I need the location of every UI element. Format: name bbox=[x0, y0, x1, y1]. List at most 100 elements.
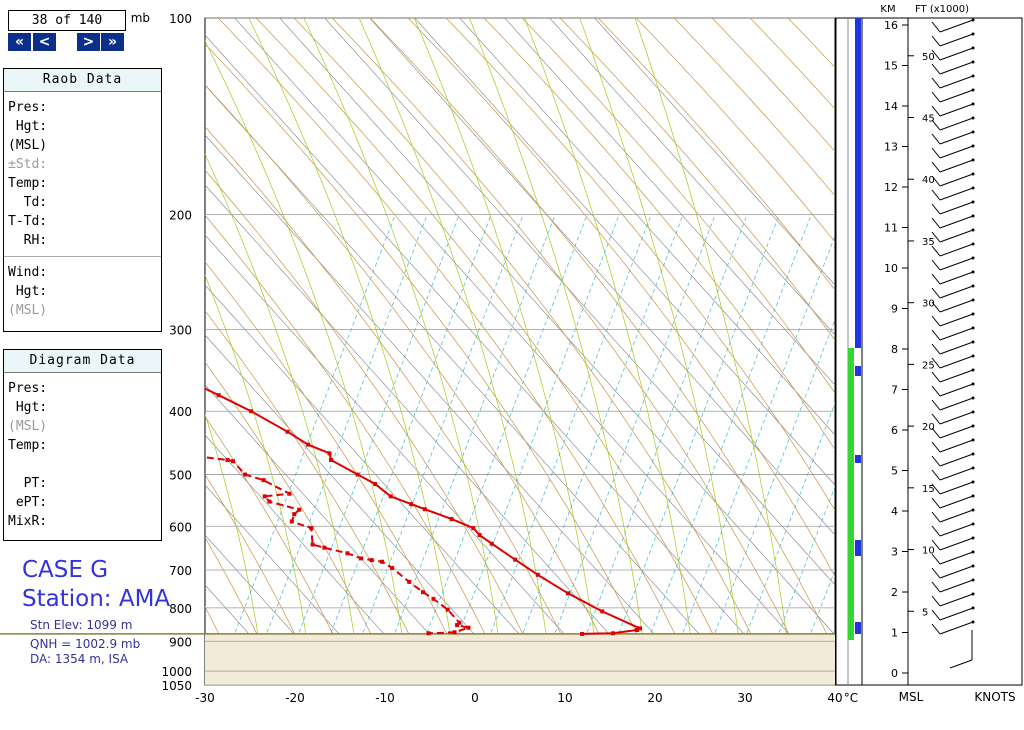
wind-barb-6 bbox=[939, 103, 974, 117]
wind-barb-17 bbox=[939, 257, 974, 271]
raob-td-label: Td: bbox=[8, 195, 48, 210]
ft-tick-15: 15 bbox=[922, 484, 935, 495]
km-tick-11: 11 bbox=[884, 222, 898, 235]
temp-tick--10: -10 bbox=[375, 691, 395, 705]
wind-barb-31 bbox=[939, 453, 974, 467]
wind-barb-2 bbox=[939, 47, 974, 61]
temperature-point-5 bbox=[31, 137, 35, 141]
temperature-point-38 bbox=[535, 572, 540, 577]
temperature-point-27 bbox=[328, 457, 333, 462]
moist-adiabat-line bbox=[303, 18, 506, 685]
wind-barb-dot-35 bbox=[971, 508, 975, 512]
wind-barb-flag-17 bbox=[931, 259, 941, 271]
wind-barb-dot-27 bbox=[971, 396, 975, 400]
dewpoint-point-31 bbox=[466, 625, 471, 630]
dewpoint-point-9 bbox=[243, 472, 248, 477]
temp-tick--30: -30 bbox=[195, 691, 215, 705]
temperature-point-32 bbox=[422, 507, 427, 512]
temperature-point-1 bbox=[0, 79, 1, 83]
temperature-point-41 bbox=[638, 626, 643, 631]
raob-rh-label: RH: bbox=[8, 233, 48, 248]
dry-adiabat-line bbox=[205, 84, 624, 685]
temperature-point-22 bbox=[216, 393, 221, 398]
wind-barb-29 bbox=[939, 425, 974, 439]
ft-axis-label: FT (x1000) bbox=[915, 4, 969, 15]
wind-barb-3 bbox=[939, 61, 974, 75]
dewpoint-point-0 bbox=[42, 344, 46, 348]
km-axis-label: KM bbox=[880, 4, 895, 15]
wind-barb-flag-14 bbox=[931, 217, 941, 229]
dry-adiabat-line bbox=[0, 0, 167, 685]
temperature-point-39 bbox=[565, 591, 570, 596]
moist-adiabat-line bbox=[413, 18, 602, 685]
wind-barb-dot-9 bbox=[971, 144, 975, 148]
wind-barb-dot-23 bbox=[971, 340, 975, 344]
pressure-tick-1000: 1000 bbox=[161, 665, 192, 679]
first-sounding-button[interactable]: « bbox=[8, 33, 31, 51]
wind-barb-panel: KM FT (x1000)MSL KNOTS01234567891011121314… bbox=[861, 4, 1023, 704]
temperature-point-16 bbox=[8, 276, 12, 280]
temperature-point-37 bbox=[513, 557, 518, 562]
wind-barb-flag-9 bbox=[931, 147, 941, 159]
wind-barb-dot-39 bbox=[971, 564, 975, 568]
diagram-temp-label: Temp: bbox=[8, 438, 48, 453]
moist-adiabat-line bbox=[205, 274, 314, 685]
wind-barb-15 bbox=[939, 229, 974, 243]
raob-data-title: Raob Data bbox=[4, 69, 161, 92]
km-tick-7: 7 bbox=[891, 384, 898, 397]
dry-adiabat-line bbox=[711, 18, 835, 153]
dewpoint-point-16 bbox=[289, 519, 294, 524]
dewpoint-point-2 bbox=[106, 386, 110, 390]
pressure-tick-100: 100 bbox=[169, 12, 192, 26]
dry-adiabat-line bbox=[597, 18, 835, 291]
dry-adiabat-line bbox=[369, 18, 835, 652]
moist-adiabat-line bbox=[205, 153, 362, 685]
dry-adiabat-line bbox=[749, 18, 835, 110]
dry-adiabat-line bbox=[673, 18, 835, 197]
moist-adiabat-line bbox=[469, 18, 650, 685]
dewpoint-point-19 bbox=[322, 545, 327, 550]
case-title: CASE G Station: AMA bbox=[22, 556, 170, 614]
wind-barb-flag-10 bbox=[931, 161, 941, 173]
temperature-point-23 bbox=[249, 409, 254, 414]
isotherm-line bbox=[459, 18, 835, 436]
previous-sounding-button[interactable]: < bbox=[33, 33, 56, 51]
isotherm-line bbox=[205, 434, 431, 685]
next-sounding-button[interactable]: > bbox=[77, 33, 100, 51]
isotherm-line bbox=[205, 484, 386, 685]
km-tick-12: 12 bbox=[884, 181, 898, 194]
temperature-point-20 bbox=[145, 359, 149, 363]
isotherm-line bbox=[0, 18, 115, 685]
wind-barb-8 bbox=[939, 131, 974, 145]
wind-barb-dot-11 bbox=[971, 172, 975, 176]
pressure-tick-300: 300 bbox=[169, 324, 192, 338]
isotherm-line bbox=[279, 18, 835, 636]
ft-tick-20: 20 bbox=[922, 422, 935, 433]
wind-barb-30 bbox=[939, 439, 974, 453]
side-strip bbox=[835, 17, 863, 686]
temp-tick-40: 40 bbox=[827, 691, 842, 705]
wind-barb-32 bbox=[939, 467, 974, 481]
raob-wind-label: Wind: bbox=[8, 265, 48, 280]
temperature-point-29 bbox=[373, 482, 378, 487]
wind-barb-dot-1 bbox=[971, 32, 975, 36]
last-sounding-button[interactable]: » bbox=[101, 33, 124, 51]
station-elevation: Stn Elev: 1099 m bbox=[30, 618, 133, 632]
temperature-point-43 bbox=[610, 631, 615, 636]
km-tick-8: 8 bbox=[891, 343, 898, 356]
temp-tick--20: -20 bbox=[285, 691, 305, 705]
wind-barb-38 bbox=[939, 551, 974, 565]
dewpoint-point-15 bbox=[292, 512, 297, 517]
dewpoint-point-24 bbox=[390, 565, 395, 570]
dry-adiabat-line bbox=[205, 214, 510, 685]
wind-barb-flag-4 bbox=[931, 77, 941, 89]
wind-barb-dot-14 bbox=[971, 214, 975, 218]
wind-barb-dot-24 bbox=[971, 354, 975, 358]
wind-barb-1 bbox=[939, 33, 974, 47]
isotherm-line bbox=[0, 18, 70, 685]
wind-barb-dot-29 bbox=[971, 424, 975, 428]
wind-barb-42 bbox=[939, 607, 974, 621]
temperature-point-28 bbox=[355, 472, 360, 477]
temperature-point-33 bbox=[449, 517, 454, 522]
